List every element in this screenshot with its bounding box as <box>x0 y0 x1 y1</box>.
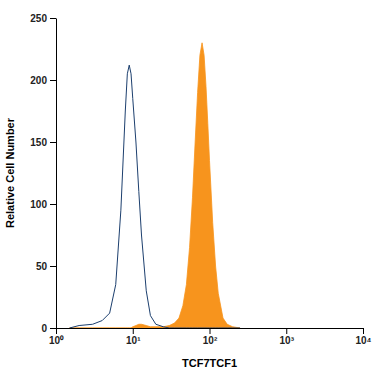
y-tick: 150 <box>30 137 56 148</box>
x-tick-label: 10⁰ <box>49 335 64 346</box>
histogram-outline <box>70 65 241 328</box>
x-tick: 10² <box>203 328 218 346</box>
chart: 10⁰ 10¹ 10² 10³ 10⁴ 0 50 100 150 200 250 TCF7TCF1 Re… <box>0 0 375 375</box>
y-tick: 0 <box>41 323 56 334</box>
x-tick: 10³ <box>280 328 295 346</box>
x-tick-mark <box>56 328 57 334</box>
y-tick-label: 50 <box>36 261 48 272</box>
x-axis: 10⁰ 10¹ 10² 10³ 10⁴ <box>49 328 372 346</box>
y-axis: 0 50 100 150 200 250 <box>30 13 56 334</box>
x-tick-mark <box>363 328 364 334</box>
x-tick-label: 10³ <box>280 335 295 346</box>
y-tick-label: 150 <box>30 137 47 148</box>
y-tick: 50 <box>36 261 56 272</box>
x-tick: 10¹ <box>126 328 141 346</box>
y-tick-mark <box>50 204 56 205</box>
x-tick-label: 10¹ <box>126 335 141 346</box>
y-tick-mark <box>50 328 56 329</box>
x-tick-mark <box>210 328 211 334</box>
y-tick: 200 <box>30 75 56 86</box>
y-tick-label: 0 <box>41 323 47 334</box>
y-tick-mark <box>50 80 56 81</box>
y-axis-title: Relative Cell Number <box>4 117 16 228</box>
plot-area <box>70 43 241 328</box>
y-tick: 250 <box>30 13 56 24</box>
y-tick-mark <box>50 18 56 19</box>
y-tick-mark <box>50 142 56 143</box>
x-tick-mark <box>286 328 287 334</box>
x-tick: 10⁴ <box>355 328 371 346</box>
y-tick: 100 <box>30 199 56 210</box>
x-tick-label: 10⁴ <box>355 335 371 346</box>
x-tick: 10⁰ <box>49 328 64 346</box>
y-tick-mark <box>50 266 56 267</box>
y-tick-label: 250 <box>30 13 47 24</box>
y-axis-line <box>56 19 57 329</box>
x-axis-title: TCF7TCF1 <box>182 357 237 369</box>
x-tick-label: 10² <box>203 335 218 346</box>
x-tick-mark <box>133 328 134 334</box>
y-tick-label: 200 <box>30 75 47 86</box>
y-tick-label: 100 <box>30 199 47 210</box>
histogram-area <box>70 43 241 328</box>
